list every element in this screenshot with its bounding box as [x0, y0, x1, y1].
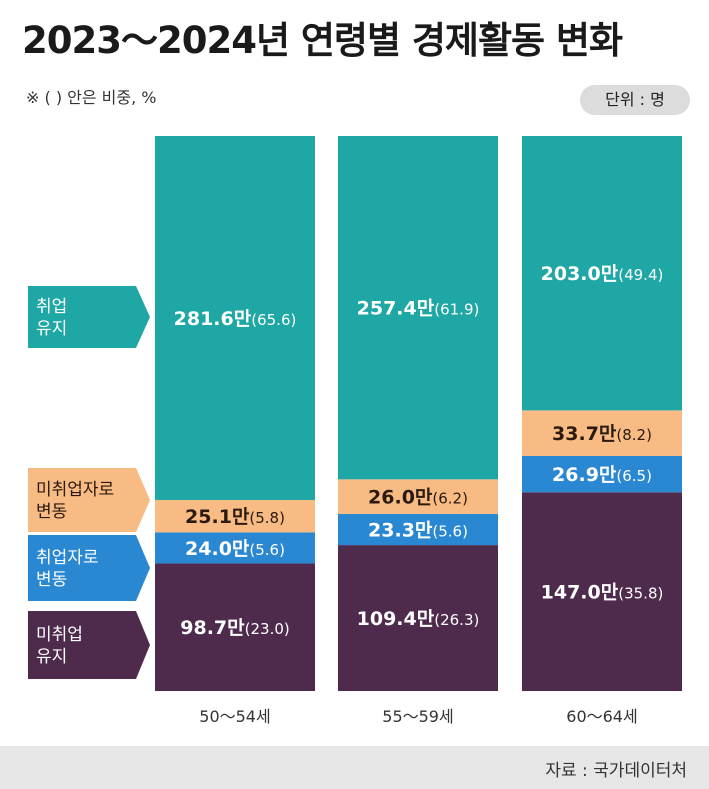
- footer-bar: 자료 : 국가데이터처: [0, 746, 709, 789]
- share-note: ※ ( ) 안은 비중, %: [26, 88, 157, 107]
- legend-arrow: [28, 535, 150, 601]
- data-label: 281.6만(65.6): [174, 308, 297, 330]
- bar-segment: [522, 136, 682, 411]
- legend-label: 취업자로 변동: [36, 548, 99, 590]
- bar-segment: [155, 136, 315, 500]
- data-label: 26.0만(6.2): [368, 487, 468, 509]
- bar-segment: [522, 492, 682, 691]
- data-label: 98.7만(23.0): [180, 617, 289, 639]
- legend-label: 취업 유지: [36, 297, 67, 339]
- data-label: 257.4만(61.9): [357, 298, 480, 320]
- bar-segment: [338, 545, 498, 691]
- bar-segment: [155, 499, 315, 533]
- bar-segment: [155, 563, 315, 691]
- bar-segment: [155, 532, 315, 564]
- data-label: 26.9만(6.5): [552, 464, 652, 486]
- bar-segment: [338, 479, 498, 515]
- data-label: 33.7만(8.2): [552, 423, 652, 445]
- category-label: 55～59세: [382, 707, 453, 726]
- legend-arrow: [28, 611, 150, 679]
- category-label: 60～64세: [566, 707, 637, 726]
- bar-segment: [522, 455, 682, 493]
- data-label: 23.3만(5.6): [368, 520, 468, 542]
- data-label: 147.0만(35.8): [541, 582, 664, 604]
- legend-label: 미취업 유지: [36, 625, 83, 667]
- legend-arrow: [28, 286, 150, 348]
- source-text: 자료 : 국가데이터처: [545, 761, 687, 781]
- category-label: 50～54세: [199, 707, 270, 726]
- legend-label: 미취업자로 변동: [36, 480, 114, 522]
- data-label: 24.0만(5.6): [185, 538, 285, 560]
- data-label: 109.4만(26.3): [357, 608, 480, 630]
- chart-title: 2023～2024년 연령별 경제활동 변화: [22, 19, 623, 62]
- legend-arrow: [28, 468, 150, 532]
- bar-segment: [522, 410, 682, 456]
- data-label: 25.1만(5.8): [185, 506, 285, 528]
- bar-segment: [338, 136, 498, 480]
- unit-badge: 단위 : 명: [580, 85, 690, 115]
- bar-segment: [338, 514, 498, 546]
- data-label: 203.0만(49.4): [541, 263, 664, 285]
